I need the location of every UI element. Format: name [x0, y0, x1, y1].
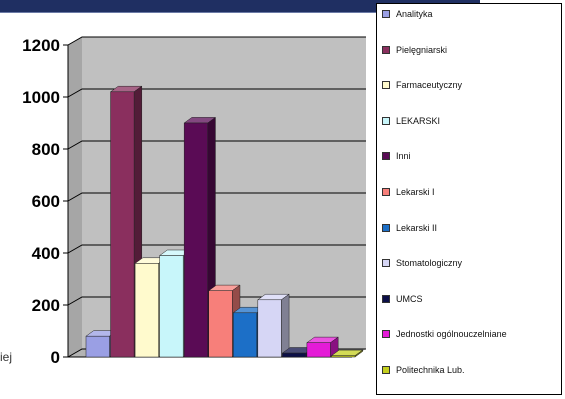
gridline	[67, 244, 366, 254]
y-tick-label: 200	[32, 296, 60, 315]
legend-label: Lekarski I	[396, 187, 435, 197]
bar-face	[331, 355, 356, 358]
legend-item: Lekarski I	[382, 185, 435, 199]
clipped-label: iej	[0, 350, 12, 364]
chart-legend: Analityka Pielęgniarski Farmaceutyczny LEKA…	[376, 3, 562, 395]
bar-face	[183, 122, 208, 358]
y-tick-label: 600	[32, 192, 60, 211]
bar-chart: 0 200 400 600 800 1000 1200 iej	[0, 36, 366, 367]
legend-swatch	[382, 152, 390, 161]
legend-label: Stomatologiczny	[396, 258, 463, 269]
legend-item: UMCS	[382, 292, 423, 306]
legend-item: Inni	[382, 149, 411, 163]
bar-face	[159, 255, 184, 358]
top-banner	[0, 0, 480, 12]
legend-item: Farmaceutyczny	[382, 78, 462, 92]
legend-item: Stomatologiczny	[382, 256, 462, 270]
gridlines	[67, 36, 366, 358]
legend-swatch	[382, 294, 390, 303]
gridline	[67, 140, 366, 150]
legend-item: LEKARSKI	[382, 114, 440, 128]
legend-item: Lekarski II	[382, 221, 437, 235]
legend-label: Jednostki ogólnouczelniane	[396, 329, 507, 340]
bar-inni	[183, 116, 217, 358]
legend-label: Lekarski II	[396, 222, 438, 233]
legend-item: Pielęgniarski	[382, 43, 447, 57]
bar-face	[85, 335, 110, 358]
bar-face	[110, 91, 135, 358]
legend-swatch	[382, 259, 390, 268]
bar-stomatologiczny	[257, 293, 290, 358]
y-tick-label: 400	[32, 244, 60, 263]
top-banner-rule	[0, 12, 480, 13]
legend-swatch	[382, 330, 390, 339]
legend-label: Pielęgniarski	[396, 44, 448, 55]
y-tick-label: 1200	[22, 36, 60, 55]
bar-face	[282, 352, 307, 358]
legend-swatch	[382, 223, 390, 232]
legend-item: Analityka	[382, 7, 433, 21]
legend-label: Inni	[396, 151, 411, 162]
gridline	[67, 192, 366, 202]
bars	[85, 85, 364, 358]
bar-face	[208, 290, 233, 358]
legend-item: Politechnika Lub.	[382, 363, 465, 377]
legend-label: LEKARSKI	[396, 115, 441, 126]
bar-jednostki-og-lnouczelniane	[306, 336, 339, 358]
legend-swatch	[382, 366, 390, 374]
y-axis: 0 200 400 600 800 1000 1200	[22, 36, 352, 367]
legend-swatch	[382, 81, 390, 90]
legend-label: Farmaceutyczny	[396, 80, 463, 91]
legend-swatch	[382, 10, 390, 18]
legend-swatch	[382, 116, 390, 125]
legend-swatch	[382, 188, 390, 196]
gridline	[67, 88, 366, 98]
bar-face	[257, 299, 282, 358]
legend-label: UMCS	[396, 293, 423, 304]
y-tick-label: 800	[32, 140, 60, 159]
y-tick-label: 1000	[22, 88, 60, 107]
gridline	[67, 36, 366, 46]
legend-item: Jednostki ogólnouczelniane	[382, 327, 507, 341]
bar-face	[134, 263, 159, 358]
y-tick-label: 0	[51, 348, 60, 367]
bar-politechnika-lub-	[330, 349, 364, 358]
legend-label: Analityka	[396, 9, 433, 19]
bar-face	[233, 312, 258, 358]
legend-swatch	[382, 45, 390, 54]
bar-side	[281, 293, 290, 358]
legend-label: Politechnika Lub.	[396, 365, 465, 375]
bar-face	[306, 342, 331, 358]
